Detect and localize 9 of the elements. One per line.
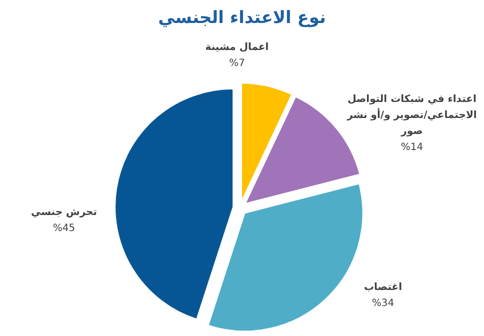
data-label: %7 (228, 57, 246, 71)
data-label: %34 (370, 297, 396, 311)
chart-title: نوع الاعتداء الجنسي (157, 8, 327, 28)
slice-label: اعتداء في شبكات التواصل الاجتماعي/تصوير و/أو نشر صور (346, 93, 478, 139)
data-label: %45 (52, 222, 76, 236)
slice-label: اعمال مشينة (204, 41, 270, 55)
data-label: %14 (400, 141, 424, 155)
slice-label: اغتصاب (363, 281, 403, 295)
slice-label: تحرش جنسي (30, 206, 98, 220)
